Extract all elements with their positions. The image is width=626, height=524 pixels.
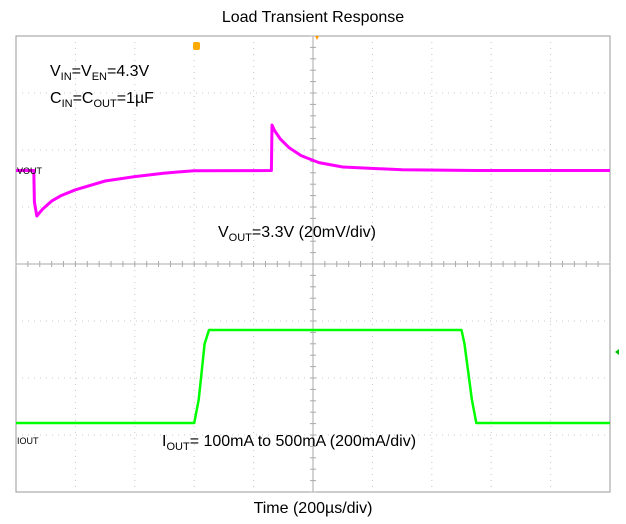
x-axis-label: Time (200µs/div) xyxy=(253,500,373,517)
iout-trace xyxy=(16,328,610,425)
iout-channel-tag: IOUT xyxy=(17,436,39,446)
vout-trace xyxy=(16,123,610,218)
vout-annotation: VOUT=3.3V (20mV/div) xyxy=(218,224,376,244)
channel1-marker-icon xyxy=(193,42,200,50)
vin-annotation: VIN=VEN=4.3V xyxy=(50,63,150,83)
vout-channel-tag: VOUT xyxy=(17,166,43,176)
iout-annotation: IOUT= 100mA to 500mA (200mA/div) xyxy=(162,433,417,453)
chart-title: Load Transient Response xyxy=(221,9,405,26)
iout-offset-marker-icon xyxy=(615,349,619,355)
grid xyxy=(15,35,611,493)
cap-annotation: CIN=COUT=1µF xyxy=(50,90,154,110)
trigger-marker-icon xyxy=(315,36,319,40)
